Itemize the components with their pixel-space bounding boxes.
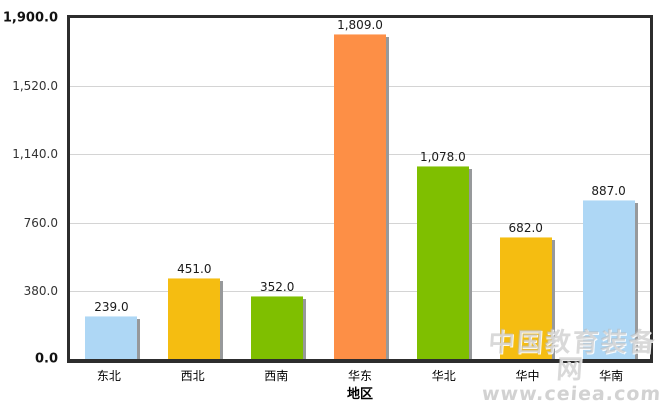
x-axis-labels: 东北 西北 西南 华东 华北 华中 华南 bbox=[67, 367, 653, 384]
plot-area: 239.0 451.0 352.0 1,809.0 1,078.0 682.0 … bbox=[67, 15, 653, 363]
bar-group-huanan: 887.0 bbox=[567, 18, 650, 360]
x-tick-label: 华南 bbox=[599, 369, 624, 383]
x-tick-label: 东北 bbox=[96, 369, 121, 383]
bar-value-label: 887.0 bbox=[591, 183, 626, 198]
bar-value-label: 1,078.0 bbox=[419, 149, 466, 164]
x-tick-label: 西南 bbox=[264, 369, 289, 383]
bar-group-dongbei: 239.0 bbox=[70, 18, 153, 359]
bar-huazhong bbox=[499, 236, 555, 360]
y-tick-label: 380.0 bbox=[23, 283, 58, 298]
x-tick-label: 西北 bbox=[180, 369, 205, 383]
bar-group-xinan: 352.0 bbox=[236, 18, 319, 360]
bar-dongbei bbox=[85, 316, 141, 359]
y-axis: 1,900.0 1,520.0 1,140.0 760.0 380.0 0.0 bbox=[0, 11, 62, 367]
bar-group-huabei: 1,078.0 bbox=[401, 18, 484, 360]
bars-area: 239.0 451.0 352.0 1,809.0 1,078.0 682.0 … bbox=[70, 18, 650, 360]
bar-xibei bbox=[168, 278, 224, 359]
bar-group-xibei: 451.0 bbox=[153, 18, 236, 359]
y-tick-label: 0.0 bbox=[34, 351, 58, 367]
x-axis-title: 地区 bbox=[346, 387, 373, 402]
x-tick-label: 华北 bbox=[431, 369, 456, 383]
bar-group-huadong: 1,809.0 bbox=[319, 18, 402, 359]
x-tick-label: 华东 bbox=[348, 369, 373, 383]
bar-value-label: 682.0 bbox=[508, 220, 543, 235]
bar-value-label: 352.0 bbox=[259, 279, 295, 294]
y-tick-label: 1,140.0 bbox=[12, 147, 58, 162]
bar-xinan bbox=[251, 295, 307, 360]
x-tick-label: 华中 bbox=[515, 369, 540, 383]
bar-value-label: 451.0 bbox=[177, 262, 212, 277]
bar-huadong bbox=[334, 34, 389, 359]
bar-huabei bbox=[416, 165, 472, 360]
bar-value-label: 1,809.0 bbox=[337, 18, 383, 33]
bar-value-label: 239.0 bbox=[94, 300, 129, 315]
bar-group-huazhong: 682.0 bbox=[484, 18, 567, 360]
y-tick-label: 1,520.0 bbox=[12, 79, 58, 94]
y-tick-label: 1,900.0 bbox=[2, 10, 58, 26]
bar-huanan bbox=[582, 199, 638, 360]
y-tick-label: 760.0 bbox=[23, 215, 58, 230]
